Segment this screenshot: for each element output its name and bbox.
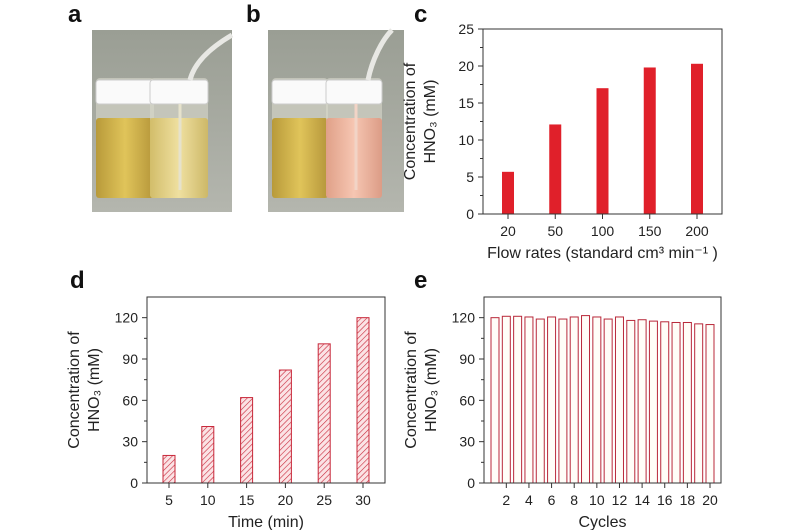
bar-25 bbox=[317, 343, 331, 484]
x-tick-label: 8 bbox=[570, 492, 578, 508]
y-axis-label-line1: Concentration of bbox=[403, 331, 420, 449]
bar-12 bbox=[614, 316, 624, 484]
x-axis-label: Time (min) bbox=[228, 514, 304, 530]
bar-10 bbox=[201, 426, 215, 484]
y-tick-label: 120 bbox=[452, 310, 476, 326]
chart-d: 0 30 60 90 120 5 10 15 20 25 30 Time (min) Concentra… bbox=[66, 296, 386, 530]
bar-5 bbox=[535, 318, 545, 484]
panel-label-d: d bbox=[70, 267, 85, 294]
y-axis-label-line2: HNO₃ (mM) bbox=[422, 80, 439, 164]
plot-frame bbox=[483, 296, 722, 484]
x-tick-label: 150 bbox=[638, 223, 662, 239]
y-tick-label: 60 bbox=[122, 392, 138, 408]
chart-c: 0 5 10 15 20 25 20 50 100 150 200 Flow rates (stand… bbox=[402, 21, 723, 262]
x-tick-label: 200 bbox=[685, 223, 709, 239]
y-tick-label: 90 bbox=[122, 351, 138, 367]
y-tick-label: 0 bbox=[466, 206, 474, 222]
x-tick-label: 12 bbox=[612, 492, 628, 508]
x-tick-label: 30 bbox=[355, 492, 371, 508]
y-tick-label: 10 bbox=[458, 132, 474, 148]
x-tick-label: 20 bbox=[702, 492, 718, 508]
bar-9 bbox=[581, 315, 591, 484]
bar-11 bbox=[603, 318, 613, 484]
panel-label-b: b bbox=[246, 1, 261, 28]
bar-20 bbox=[502, 171, 514, 214]
bar-2 bbox=[501, 315, 511, 484]
bar-17 bbox=[671, 321, 681, 484]
y-tick-label: 5 bbox=[466, 169, 474, 185]
x-tick-label: 16 bbox=[657, 492, 673, 508]
photo-a-vials bbox=[92, 30, 234, 212]
y-tick-label: 0 bbox=[130, 475, 138, 491]
bar-10 bbox=[592, 316, 602, 484]
x-tick-label: 10 bbox=[200, 492, 216, 508]
bar-5 bbox=[162, 454, 176, 484]
y-tick-label: 20 bbox=[458, 58, 474, 74]
panel-label-a: a bbox=[68, 1, 82, 28]
x-tick-label: 14 bbox=[634, 492, 650, 508]
x-tick-label: 15 bbox=[239, 492, 255, 508]
x-axis-label: Flow rates (standard cm³ min⁻¹ ) bbox=[487, 245, 718, 262]
bar-7 bbox=[558, 318, 568, 484]
x-tick-label: 100 bbox=[591, 223, 615, 239]
x-tick-label: 50 bbox=[547, 223, 563, 239]
bar-1 bbox=[490, 317, 500, 484]
y-axis-label-line1: Concentration of bbox=[402, 62, 419, 180]
bar-30 bbox=[356, 317, 370, 484]
x-tick-label: 5 bbox=[165, 492, 173, 508]
bar-19 bbox=[694, 323, 704, 484]
bar-200 bbox=[691, 63, 703, 214]
panel-label-e: e bbox=[414, 267, 427, 294]
y-axis-label-line2: HNO₃ (mM) bbox=[423, 348, 440, 432]
x-tick-label: 2 bbox=[502, 492, 510, 508]
x-tick-label: 18 bbox=[680, 492, 696, 508]
bar-15 bbox=[648, 320, 658, 484]
bar-150 bbox=[643, 67, 656, 214]
y-tick-label: 90 bbox=[459, 351, 475, 367]
bar-50 bbox=[549, 124, 562, 214]
y-tick-label: 30 bbox=[459, 434, 475, 450]
photo-b-vials bbox=[268, 28, 404, 212]
bar-8 bbox=[569, 316, 579, 484]
y-axis-label-line2: HNO₃ (mM) bbox=[86, 348, 103, 432]
bar-6 bbox=[547, 316, 557, 484]
bar-20 bbox=[705, 324, 715, 484]
bar-14 bbox=[637, 319, 647, 484]
y-tick-label: 30 bbox=[122, 434, 138, 450]
y-tick-label: 0 bbox=[467, 475, 475, 491]
y-tick-label: 25 bbox=[458, 21, 474, 37]
bar-3 bbox=[513, 315, 523, 484]
x-tick-label: 20 bbox=[278, 492, 294, 508]
x-tick-label: 20 bbox=[500, 223, 516, 239]
y-tick-label: 120 bbox=[115, 310, 139, 326]
plot-frame bbox=[146, 296, 386, 484]
bar-15 bbox=[240, 397, 254, 484]
x-tick-label: 6 bbox=[548, 492, 556, 508]
chart-e: 0 30 60 90 120 2 4 6 8 10 12 14 16 18 20 Cycles Concentr… bbox=[403, 296, 722, 530]
y-axis-label-line1: Concentration of bbox=[66, 331, 83, 449]
x-tick-label: 25 bbox=[316, 492, 332, 508]
panel-label-c: c bbox=[414, 1, 427, 28]
x-tick-label: 4 bbox=[525, 492, 533, 508]
bar-18 bbox=[682, 321, 692, 484]
y-tick-label: 60 bbox=[459, 392, 475, 408]
bar-20 bbox=[278, 369, 292, 484]
bar-13 bbox=[626, 319, 636, 484]
x-axis-label: Cycles bbox=[578, 514, 626, 530]
x-tick-label: 10 bbox=[589, 492, 605, 508]
y-tick-label: 15 bbox=[458, 95, 474, 111]
bar-100 bbox=[596, 88, 609, 214]
bar-16 bbox=[660, 321, 670, 484]
bar-4 bbox=[524, 316, 534, 484]
